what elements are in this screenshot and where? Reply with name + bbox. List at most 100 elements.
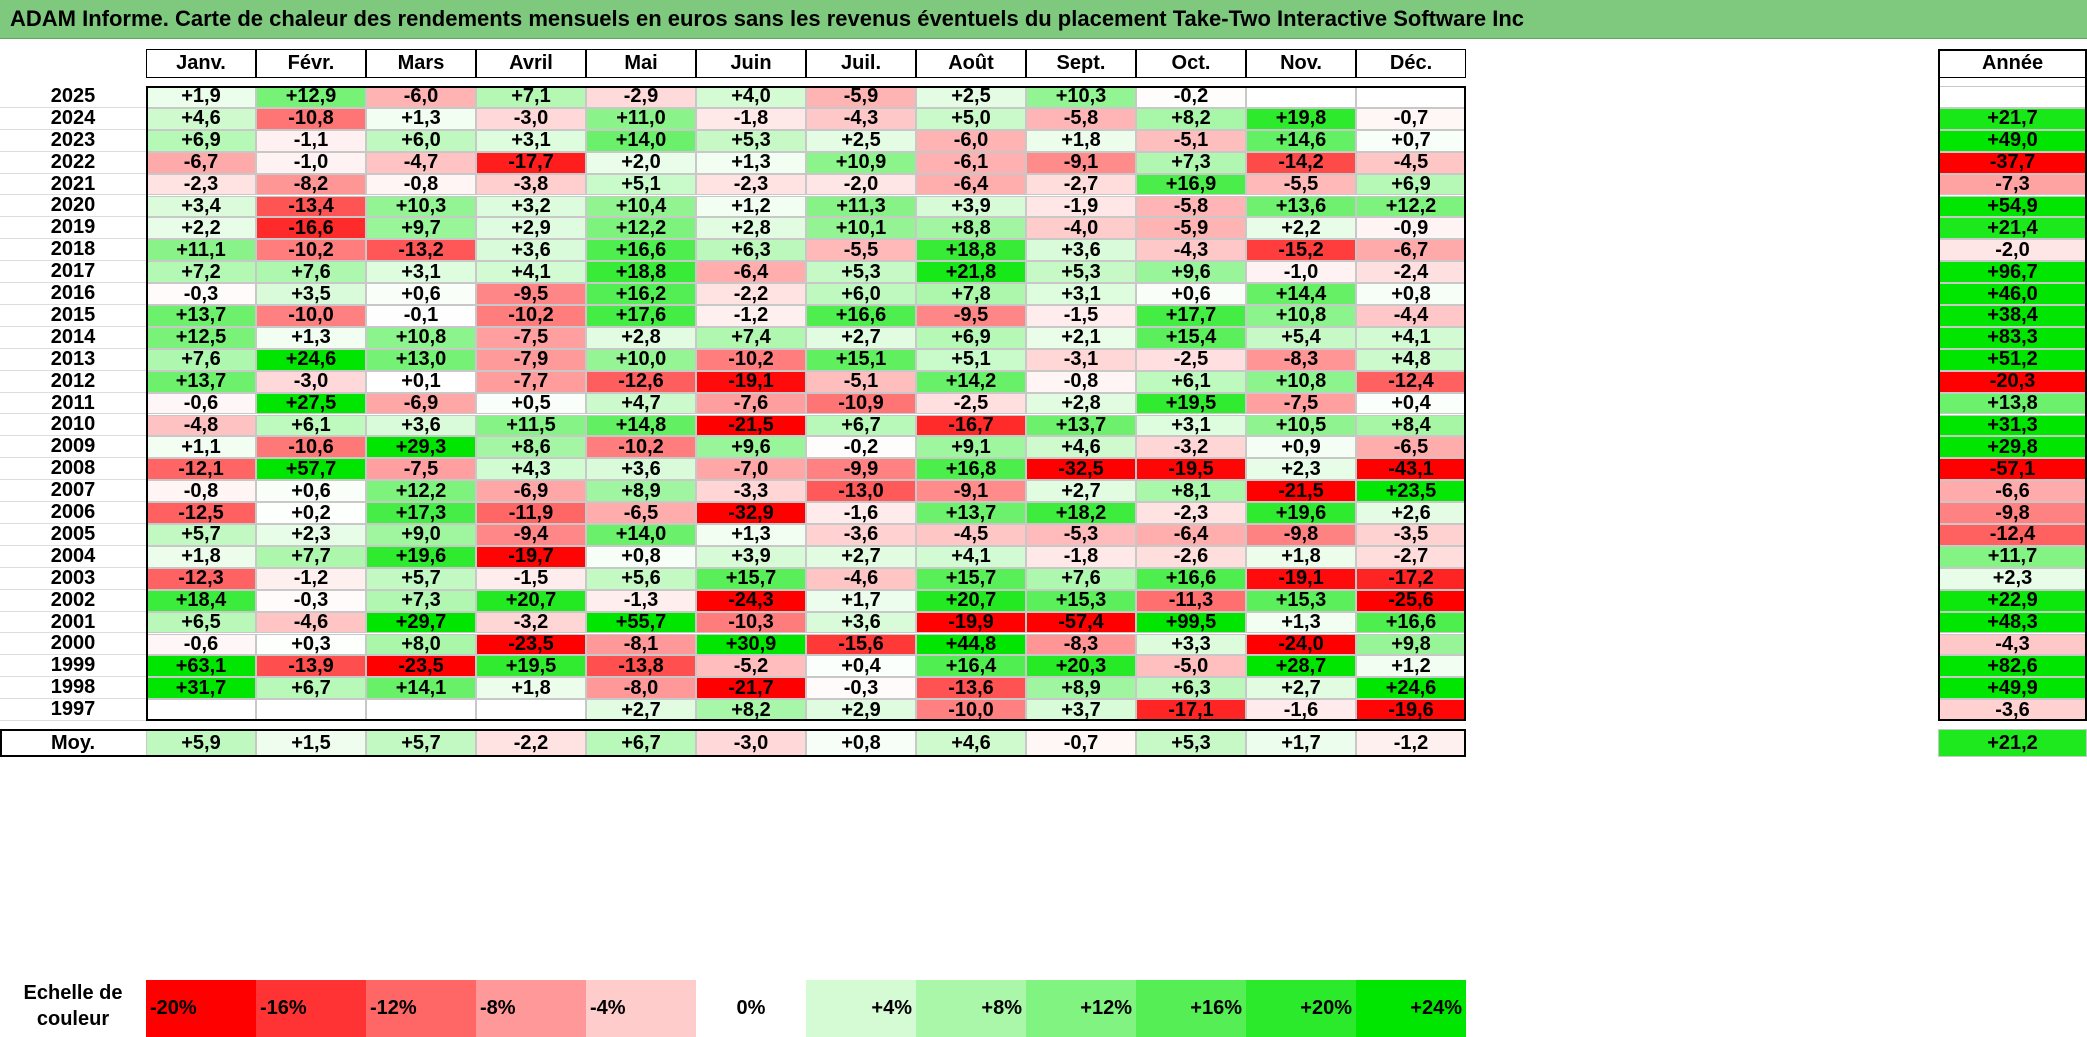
heatmap-cell: +0,7 [1356, 129, 1466, 152]
heatmap-cell: -1,0 [256, 151, 366, 174]
heatmap-cell: +12,2 [366, 480, 476, 503]
heatmap-cell: +19,6 [366, 545, 476, 568]
month-header: Juil. [806, 49, 916, 78]
heatmap-cell: -13,8 [586, 655, 696, 678]
heatmap-cell: +0,1 [366, 370, 476, 393]
heatmap-cell: +14,0 [586, 524, 696, 546]
heatmap-cell: -6,5 [1356, 436, 1466, 459]
heatmap-cell: +1,1 [146, 436, 256, 459]
month-header: Août [916, 49, 1026, 78]
heatmap-cell: -4,3 [806, 107, 916, 130]
heatmap-cell: -57,4 [1026, 611, 1136, 634]
heatmap-cell: +4,1 [916, 545, 1026, 568]
heatmap-cell: +19,5 [476, 655, 586, 678]
average-cell: +1,5 [256, 729, 366, 758]
year-label: 1997 [0, 699, 146, 722]
annual-cell: +48,3 [1938, 611, 2087, 634]
annual-cell: +49,9 [1938, 677, 2087, 700]
heatmap-cell: +20,3 [1026, 655, 1136, 678]
heatmap-cell: -16,7 [916, 414, 1026, 437]
heatmap-cell: +1,3 [366, 107, 476, 130]
heatmap-cell: +7,6 [146, 348, 256, 371]
heatmap-cell: +10,3 [1026, 86, 1136, 108]
heatmap-cell: -15,2 [1246, 239, 1356, 262]
heatmap-cell: +10,8 [1246, 305, 1356, 327]
heatmap-cell: -0,8 [146, 480, 256, 503]
heatmap-cell: +57,7 [256, 458, 366, 481]
heatmap-cell: +7,2 [146, 261, 256, 284]
heatmap-cell: +0,4 [1356, 392, 1466, 415]
heatmap-cell: -3,2 [1136, 436, 1246, 459]
year-label: 2001 [0, 611, 146, 634]
heatmap-cell: +12,9 [256, 86, 366, 108]
heatmap-cell: -6,4 [696, 261, 806, 284]
heatmap-cell: +3,1 [366, 261, 476, 284]
heatmap-cell: -10,0 [916, 699, 1026, 722]
year-header: Année [1938, 49, 2087, 78]
heatmap-cell: -5,5 [806, 239, 916, 262]
title-bar: ADAM Informe. Carte de chaleur des rende… [0, 0, 2087, 39]
annual-cell: -20,3 [1938, 370, 2087, 393]
heatmap-cell: +8,6 [476, 436, 586, 459]
heatmap-cell: +16,6 [1356, 611, 1466, 634]
heatmap-cell: +16,2 [586, 283, 696, 305]
heatmap-cell: +2,7 [1246, 677, 1356, 700]
heatmap-cell: -32,9 [696, 502, 806, 524]
year-label: 2004 [0, 545, 146, 568]
average-cell: +5,3 [1136, 729, 1246, 758]
heatmap-cell: +2,5 [806, 129, 916, 152]
heatmap-cell: +1,3 [696, 151, 806, 174]
heatmap-cell: +8,0 [366, 633, 476, 656]
annual-cell: +11,7 [1938, 545, 2087, 568]
year-label: 2005 [0, 524, 146, 546]
annual-cell [1938, 86, 2087, 108]
heatmap-cell: -9,1 [1026, 151, 1136, 174]
heatmap-cell: -4,3 [1136, 239, 1246, 262]
year-label: 2013 [0, 348, 146, 371]
heatmap-cell: +4,6 [146, 107, 256, 130]
annual-cell: +96,7 [1938, 261, 2087, 284]
heatmap-cell: -13,0 [806, 480, 916, 503]
heatmap-cell: +1,2 [1356, 655, 1466, 678]
year-label: 2011 [0, 392, 146, 415]
heatmap-cell: +7,6 [256, 261, 366, 284]
heatmap-cell: +16,4 [916, 655, 1026, 678]
annual-cell: -2,0 [1938, 239, 2087, 262]
heatmap-cell: +3,6 [806, 611, 916, 634]
heatmap-cell: +3,1 [476, 129, 586, 152]
heatmap-cell: -5,5 [1246, 173, 1356, 196]
heatmap-cell: -13,6 [916, 677, 1026, 700]
month-header: Déc. [1356, 49, 1466, 78]
annual-cell: -4,3 [1938, 633, 2087, 656]
heatmap-cell: -0,9 [1356, 217, 1466, 240]
heatmap-cell: +12,5 [146, 326, 256, 349]
heatmap-cell: -17,7 [476, 151, 586, 174]
heatmap-cell: -2,9 [586, 86, 696, 108]
heatmap-cell: -8,3 [1026, 633, 1136, 656]
color-scale-swatch: +12% [1026, 980, 1136, 1037]
heatmap-cell: -2,6 [1136, 545, 1246, 568]
month-header: Sept. [1026, 49, 1136, 78]
annual-cell: +13,8 [1938, 392, 2087, 415]
heatmap-cell: +7,8 [916, 283, 1026, 305]
heatmap-cell: +0,8 [1356, 283, 1466, 305]
heatmap-cell: -7,5 [1246, 392, 1356, 415]
heatmap-cell: +9,0 [366, 524, 476, 546]
heatmap-cell: -8,3 [1246, 348, 1356, 371]
heatmap-cell: -1,1 [256, 129, 366, 152]
year-label: 2021 [0, 173, 146, 196]
heatmap-cell: +29,3 [366, 436, 476, 459]
heatmap-cell: -0,3 [256, 589, 366, 612]
heatmap-cell: +13,7 [146, 370, 256, 393]
color-scale-swatch: +4% [806, 980, 916, 1037]
heatmap-cell: +4,1 [476, 261, 586, 284]
heatmap-cell: -2,5 [916, 392, 1026, 415]
month-header: Juin [696, 49, 806, 78]
year-label: 2008 [0, 458, 146, 481]
heatmap-cell: +13,6 [1246, 195, 1356, 218]
heatmap-cell: +2,1 [1026, 326, 1136, 349]
heatmap-cell: +5,7 [146, 524, 256, 546]
color-scale-swatch: -12% [366, 980, 476, 1037]
annual-cell: -9,8 [1938, 502, 2087, 524]
heatmap-cell: +24,6 [1356, 677, 1466, 700]
